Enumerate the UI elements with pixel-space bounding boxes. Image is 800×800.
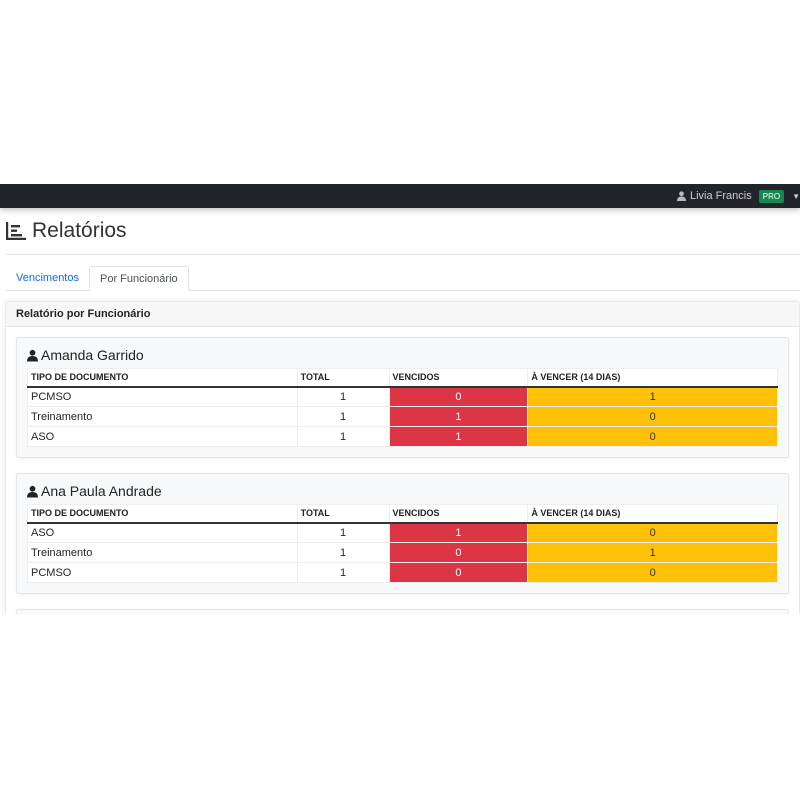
employee-name-text: Amanda Garrido (41, 347, 144, 363)
tipo-cell: PCMSO (27, 562, 298, 583)
column-header: VENCIDOS (388, 368, 529, 388)
tab-por-funcionario[interactable]: Por Funcionário (88, 266, 189, 291)
employee-card: Ana Paula Andrade TIPO DE DOCUMENTO TOTAL… (16, 473, 789, 594)
tipo-cell: Treinamento (27, 406, 298, 427)
tipo-cell: Treinamento (27, 542, 298, 563)
employee-list: Amanda Garrido TIPO DE DOCUMENTO TOTAL VEN… (6, 327, 799, 614)
employee-table: TIPO DE DOCUMENTO TOTAL VENCIDOS À VENCER (… (27, 368, 778, 447)
table-row: PCMSO 1 0 1 (27, 386, 778, 407)
total-cell: 1 (296, 522, 390, 543)
total-cell: 1 (296, 542, 390, 563)
tipo-cell: PCMSO (27, 386, 298, 407)
a-vencer-cell: 0 (527, 426, 778, 447)
column-header: À VENCER (14 DIAS) (527, 368, 778, 388)
total-cell: 1 (296, 562, 390, 583)
tipo-cell: ASO (27, 426, 298, 447)
employee-name-text: Ana Paula Andrade (41, 483, 162, 499)
a-vencer-cell: 0 (527, 562, 778, 583)
divider (6, 254, 800, 255)
vencidos-cell: 1 (388, 406, 529, 427)
column-header: VENCIDOS (388, 504, 529, 524)
tipo-cell: ASO (27, 522, 298, 543)
report-list-icon (6, 222, 26, 240)
tabs: Vencimentos Por Funcionário (6, 266, 800, 291)
employee-name: Ana Paula Andrade (27, 482, 778, 500)
employee-table: TIPO DE DOCUMENTO TOTAL VENCIDOS À VENCER (… (27, 504, 778, 583)
column-header: TIPO DE DOCUMENTO (27, 504, 298, 524)
tab-vencimentos[interactable]: Vencimentos (16, 272, 79, 284)
column-header: À VENCER (14 DIAS) (527, 504, 778, 524)
total-cell: 1 (296, 386, 390, 407)
report-card: Relatório por Funcionário Amanda Garrido… (5, 301, 800, 614)
user-icon (676, 191, 686, 201)
table-row: ASO 1 1 0 (27, 522, 778, 543)
table-row: PCMSO 1 0 0 (27, 562, 778, 583)
vencidos-cell: 0 (388, 386, 529, 407)
column-header: TOTAL (296, 504, 390, 524)
vencidos-cell: 0 (388, 562, 529, 583)
page-title: Relatórios (6, 218, 800, 244)
a-vencer-cell: 1 (527, 542, 778, 563)
column-header: TIPO DE DOCUMENTO (27, 368, 298, 388)
app: Livia Francis PRO ▼ Relatórios Venciment… (0, 184, 800, 614)
user-menu[interactable]: Livia Francis PRO ▼ (676, 189, 800, 203)
table-row: Treinamento 1 1 0 (27, 406, 778, 427)
user-icon (27, 349, 38, 362)
table-row: Treinamento 1 0 1 (27, 542, 778, 563)
card-header: Relatório por Funcionário (6, 302, 799, 327)
navbar: Livia Francis PRO ▼ (0, 184, 800, 208)
a-vencer-cell: 0 (527, 406, 778, 427)
total-cell: 1 (296, 426, 390, 447)
vencidos-cell: 0 (388, 542, 529, 563)
user-name: Livia Francis (689, 190, 752, 202)
vencidos-cell: 1 (388, 426, 529, 447)
column-header: TOTAL (296, 368, 390, 388)
pro-badge: PRO (758, 189, 785, 203)
a-vencer-cell: 0 (527, 522, 778, 543)
employee-card (16, 609, 789, 614)
total-cell: 1 (296, 406, 390, 427)
caret-down-icon[interactable]: ▼ (792, 191, 800, 201)
a-vencer-cell: 1 (527, 386, 778, 407)
employee-name: Amanda Garrido (27, 346, 778, 364)
page-title-text: Relatórios (32, 219, 127, 242)
user-icon (27, 485, 38, 498)
vencidos-cell: 1 (388, 522, 529, 543)
table-row: ASO 1 1 0 (27, 426, 778, 447)
employee-card: Amanda Garrido TIPO DE DOCUMENTO TOTAL VEN… (16, 337, 789, 458)
